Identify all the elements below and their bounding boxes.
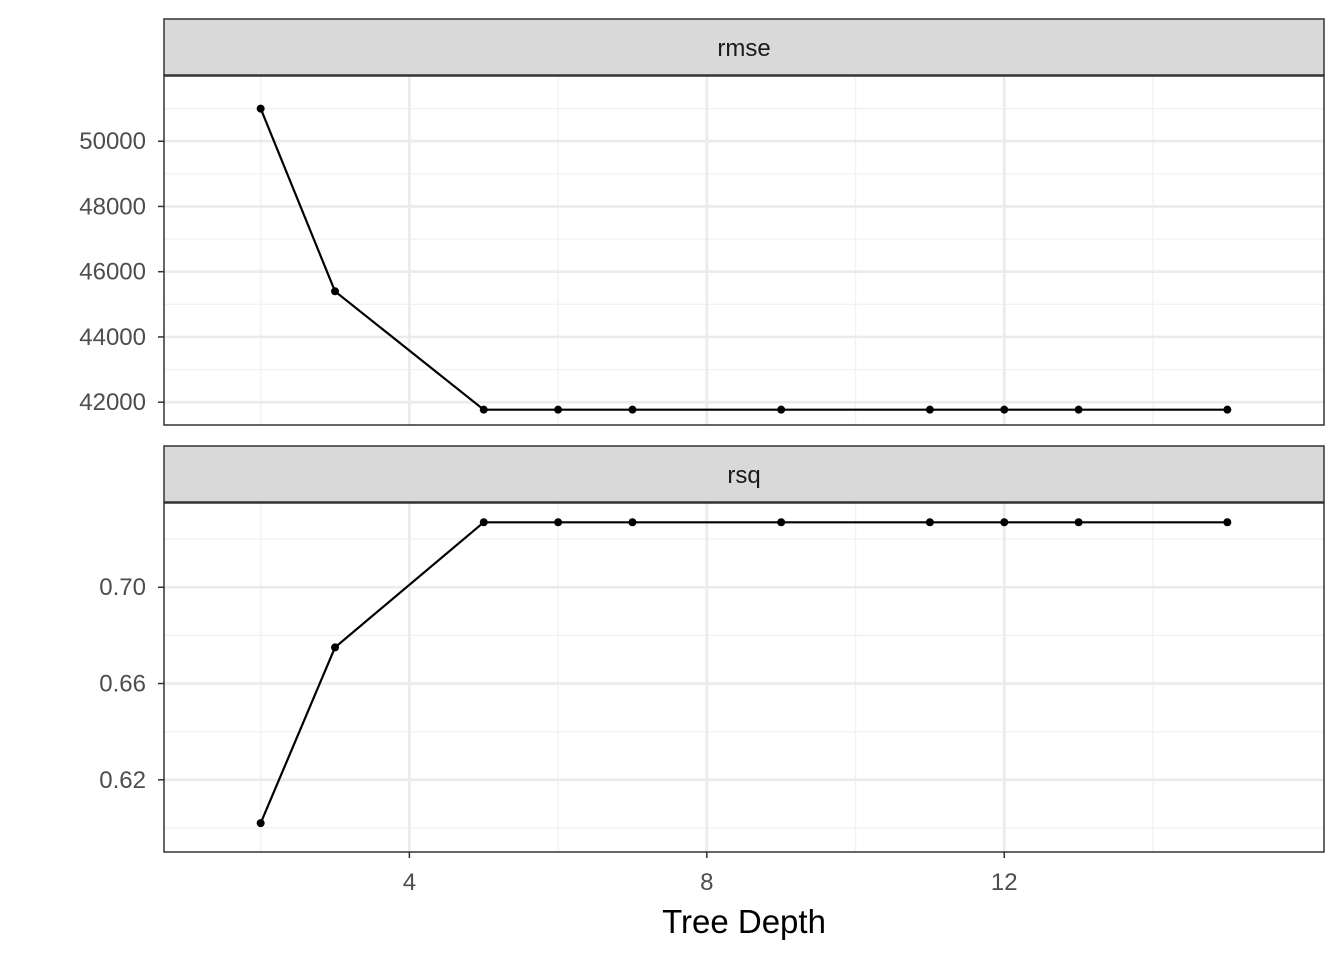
panel-border (163, 502, 1325, 853)
data-point-rmse (256, 104, 265, 113)
series-line-rsq (259, 521, 1228, 824)
y-tick-label: 50000 (79, 128, 146, 155)
panel-background (164, 503, 1324, 852)
x-axis: 4 8 12 (403, 852, 1018, 896)
panel-border (163, 75, 1325, 426)
x-tick-label: 12 (991, 869, 1018, 896)
y-tick-label: 0.66 (99, 671, 146, 698)
panel-background (164, 76, 1324, 425)
data-point-rmse (479, 405, 488, 414)
data-point-rmse (628, 405, 637, 414)
data-point-rmse (1074, 405, 1083, 414)
data-point-rmse (331, 287, 340, 296)
data-point-rsq (256, 819, 265, 828)
strip-rmse (163, 18, 1325, 76)
data-point-rsq (479, 518, 488, 527)
data-point-rmse (554, 405, 563, 414)
data-point-rmse (1000, 405, 1009, 414)
data-point-rmse (777, 405, 786, 414)
strip-rsq (163, 445, 1325, 503)
data-point-rsq (925, 518, 934, 527)
y-tick-label: 48000 (79, 193, 146, 220)
facet-panel-rmse: rmse 42000 44000 46000 48000 50000 (79, 18, 1325, 426)
strip-label-rsq: rsq (727, 462, 760, 489)
data-point-rsq (331, 643, 340, 652)
y-tick-label: 0.70 (99, 574, 146, 601)
plot-panel-rmse: 42000 44000 46000 48000 50000 (79, 75, 1325, 426)
y-tick-label: 46000 (79, 259, 146, 286)
y-tick-label: 44000 (79, 324, 146, 351)
data-point-rsq (1000, 518, 1009, 527)
x-tick-label: 8 (700, 869, 713, 896)
data-point-rsq (628, 518, 637, 527)
x-tick-label: 4 (403, 869, 416, 896)
y-tick-label: 42000 (79, 389, 146, 416)
x-axis-title: Tree Depth (662, 903, 826, 940)
plot-panel-rsq: 0.62 0.66 0.70 (99, 502, 1325, 853)
data-point-rsq (777, 518, 786, 527)
facet-panel-rsq: rsq 0.62 0.66 0.70 (99, 445, 1325, 853)
data-point-rmse (925, 405, 934, 414)
series-line-rmse (259, 108, 1228, 411)
data-point-rmse (1223, 405, 1232, 414)
y-tick-label: 0.62 (99, 767, 146, 794)
data-point-rsq (1074, 518, 1083, 527)
data-point-rsq (554, 518, 563, 527)
strip-label-rmse: rmse (717, 35, 770, 62)
data-point-rsq (1223, 518, 1232, 527)
